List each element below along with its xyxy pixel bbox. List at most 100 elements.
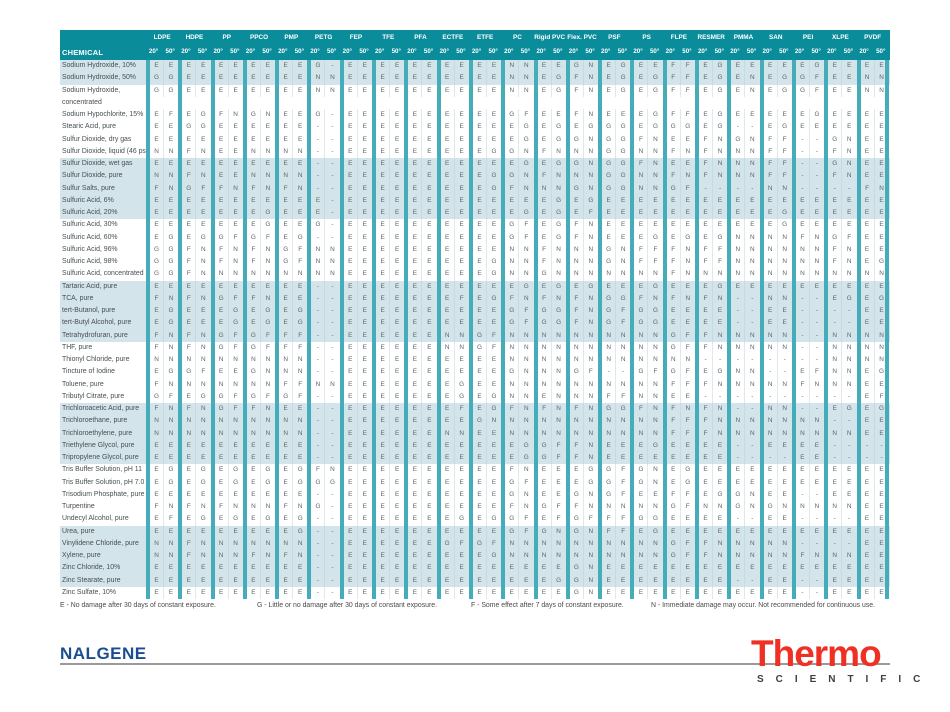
- rating-cell: N: [556, 368, 561, 376]
- rating-cell: -: [331, 209, 334, 216]
- rating-cell: F: [279, 501, 294, 514]
- rating-cell: N: [764, 415, 778, 428]
- rating-cell: E: [344, 513, 358, 526]
- rating-cell: G: [311, 219, 326, 232]
- rating-pair: --: [307, 427, 339, 440]
- rating-cell: G: [247, 341, 261, 354]
- rating-cell: E: [279, 72, 294, 85]
- rating-cell: E: [796, 194, 810, 207]
- rating-cell: N: [233, 539, 238, 547]
- rating-cell: E: [279, 574, 294, 587]
- rating-cell: N: [200, 331, 206, 339]
- rating-cell: E: [376, 378, 391, 391]
- rating-cell: E: [505, 133, 520, 146]
- material-column-header: PMMA 20° 50°: [727, 30, 759, 60]
- rating-cell: F: [861, 182, 875, 195]
- rating-cell: F: [699, 133, 714, 146]
- rating-cell: N: [570, 550, 584, 563]
- rating-cell: N: [796, 501, 810, 514]
- rating-cell: E: [473, 182, 487, 195]
- rating-cell: -: [331, 368, 334, 376]
- rating-cell: F: [828, 256, 843, 269]
- rating-cell: E: [699, 366, 714, 379]
- rating-cell: E: [459, 527, 464, 535]
- rating-cell: F: [621, 527, 626, 535]
- rating-cell: F: [685, 86, 690, 94]
- rating-cell: E: [731, 194, 746, 207]
- rating-cell: N: [634, 550, 649, 563]
- rating-cell: N: [265, 380, 271, 388]
- rating-cell: -: [796, 354, 810, 367]
- rating-cell: E: [298, 135, 303, 143]
- rating-cell: N: [828, 501, 843, 514]
- rating-cell: F: [524, 527, 529, 535]
- rating-cell: F: [538, 145, 552, 158]
- rating-cell: E: [408, 280, 423, 293]
- rating-cell: E: [491, 86, 497, 94]
- rating-cell: E: [233, 454, 238, 461]
- rating-cell: F: [667, 415, 681, 428]
- rating-cell: E: [408, 427, 423, 440]
- rating-cell: F: [570, 305, 584, 318]
- temperature-label: 20°: [504, 48, 514, 55]
- rating-cell: -: [331, 160, 334, 167]
- rating-pair: G-: [307, 219, 339, 232]
- rating-cell: G: [556, 74, 562, 82]
- chemical-name: Sulfur Dioxide, pure: [62, 172, 123, 180]
- rating-cell: E: [247, 488, 261, 501]
- rating-cell: E: [750, 466, 755, 474]
- rating-cell: E: [731, 84, 746, 97]
- rating-cell: N: [297, 184, 303, 192]
- rating-cell: E: [473, 292, 487, 305]
- rating-cell: E: [879, 62, 884, 69]
- rating-cell: N: [846, 258, 852, 265]
- rating-cell: E: [362, 270, 367, 278]
- temperature-label: 50°: [553, 48, 563, 55]
- rating-cell: E: [861, 317, 875, 330]
- rating-cell: N: [556, 343, 561, 351]
- rating-cell: -: [311, 452, 326, 465]
- rating-pair: --: [791, 586, 824, 599]
- rating-cell: N: [505, 84, 520, 97]
- material-column-header: PP 20° 50°: [211, 30, 243, 60]
- rating-cell: E: [764, 60, 778, 73]
- rating-cell: N: [588, 62, 594, 69]
- rating-cell: F: [492, 331, 496, 339]
- rating-cell: E: [491, 209, 497, 216]
- rating-cell: E: [408, 317, 423, 330]
- rating-cell: E: [653, 490, 658, 498]
- rating-cell: E: [828, 476, 843, 489]
